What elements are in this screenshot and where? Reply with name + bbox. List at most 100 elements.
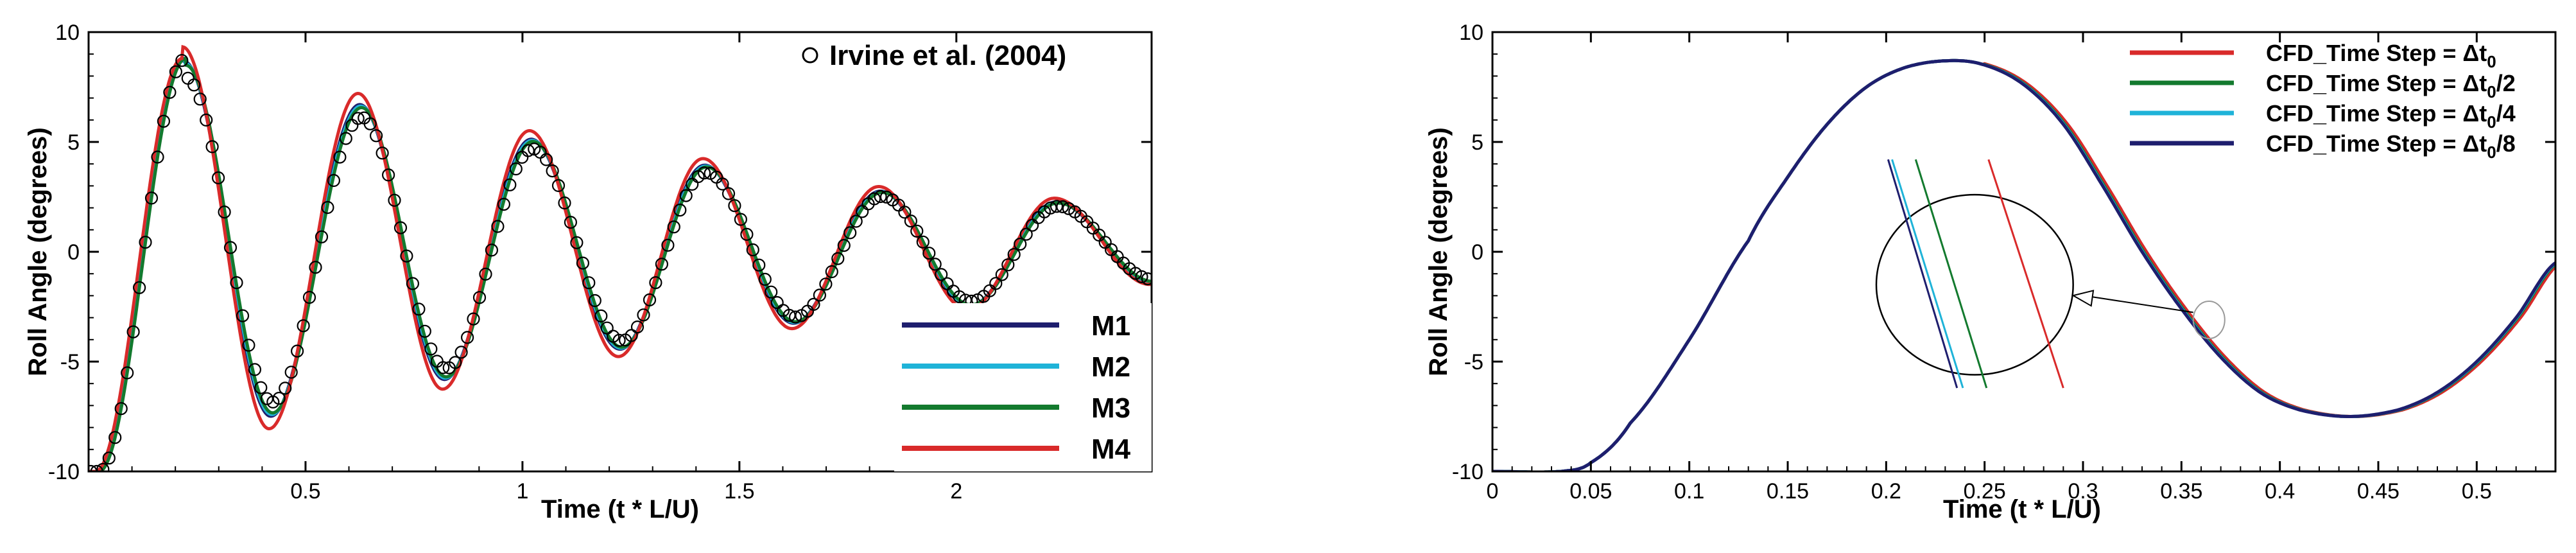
data-marker: [935, 268, 948, 281]
data-marker: [843, 226, 857, 240]
data-marker: [279, 382, 292, 395]
data-marker: [594, 309, 608, 322]
data-marker: [236, 309, 250, 322]
data-marker: [528, 143, 541, 156]
data-marker: [254, 381, 268, 394]
data-marker: [989, 277, 1003, 290]
data-marker: [539, 153, 553, 166]
data-marker: [437, 361, 450, 374]
data-marker: [655, 258, 669, 271]
right-x-axis-label: Time (t * L/U): [1943, 495, 2101, 523]
data-marker: [412, 303, 426, 316]
legend-label-m4: M4: [1091, 434, 1131, 465]
data-marker: [89, 464, 98, 471]
series-line-dt0-div8: [1492, 58, 2555, 471]
data-marker: [874, 189, 887, 204]
x-tick-label: 2: [950, 479, 962, 504]
data-marker: [788, 310, 802, 324]
data-marker: [393, 221, 408, 234]
data-marker: [928, 258, 942, 271]
left-x-axis-label: Time (t * L/U): [541, 495, 699, 523]
data-marker: [449, 356, 462, 369]
data-marker: [600, 321, 614, 335]
zoom-inset: [1875, 159, 2226, 389]
x-tick-label: 1.5: [724, 479, 754, 504]
x-tick-label: 1: [516, 479, 528, 504]
x-tick-label: 0.1: [1674, 479, 1704, 504]
data-marker: [765, 285, 778, 299]
data-marker: [576, 256, 590, 270]
x-tick-label: 0: [1487, 479, 1499, 504]
y-tick-label: 0: [1471, 240, 1483, 265]
data-marker: [114, 402, 128, 416]
data-marker: [697, 166, 711, 180]
data-marker: [479, 267, 492, 281]
data-marker: [661, 238, 675, 252]
data-marker: [1050, 200, 1064, 213]
data-marker: [546, 164, 559, 178]
data-marker: [369, 129, 383, 143]
data-marker: [212, 171, 225, 184]
data-marker: [333, 150, 347, 164]
data-marker: [126, 325, 140, 338]
data-marker: [1014, 238, 1027, 251]
data-marker: [424, 342, 438, 356]
data-marker: [649, 276, 662, 290]
data-marker: [175, 54, 189, 67]
data-marker: [503, 178, 517, 191]
data-marker: [242, 338, 255, 352]
data-marker: [509, 162, 523, 176]
data-marker: [564, 216, 578, 229]
data-marker: [272, 391, 286, 405]
data-marker: [849, 215, 863, 228]
y-tick-label: 5: [67, 130, 80, 155]
data-marker: [746, 243, 759, 257]
data-marker: [551, 179, 566, 192]
y-tick-label: -5: [60, 350, 80, 374]
data-marker: [637, 308, 650, 322]
data-marker: [472, 291, 487, 304]
y-tick-label: -10: [48, 460, 80, 484]
x-tick-label: 0.15: [1767, 479, 1809, 504]
data-marker: [643, 293, 657, 306]
data-marker: [284, 365, 298, 379]
data-marker: [157, 114, 170, 128]
data-marker: [807, 297, 820, 311]
data-marker: [588, 294, 601, 308]
data-marker: [612, 333, 626, 347]
data-marker: [679, 189, 693, 202]
x-tick-label: 0.4: [2265, 479, 2295, 504]
data-marker: [491, 220, 505, 233]
zoom-segment: [1891, 159, 1964, 389]
x-tick-label: 0.05: [1569, 479, 1612, 504]
x-tick-label: 0.25: [1964, 479, 2006, 504]
data-marker: [230, 276, 243, 290]
zoom-focus-circle: [2192, 300, 2226, 340]
right-series-group: [1492, 58, 2555, 471]
data-marker: [867, 192, 881, 206]
data-marker: [1062, 202, 1076, 215]
right-axis-ticks: 0 0.05 0.1 0.15 0.2 0.25 0.3 0.35 0.4 0.45 0.5 -10 -…: [1452, 21, 2555, 504]
data-marker: [309, 261, 322, 274]
x-tick-label: 0.2: [1871, 479, 1901, 504]
data-marker: [819, 277, 833, 291]
data-marker: [831, 252, 845, 265]
zoom-segment: [1914, 159, 1988, 389]
data-marker: [922, 247, 936, 260]
legend-label-3: CFD_Time Step = Δt0/4: [2266, 100, 2516, 132]
zoom-arrow-line: [2083, 295, 2193, 313]
data-marker: [339, 132, 352, 145]
data-marker: [953, 290, 966, 304]
data-marker: [223, 241, 238, 254]
chart-right: 0 0.05 0.1 0.15 0.2 0.25 0.3 0.35 0.4 0.45 0.5 -10 -…: [1424, 21, 2557, 523]
data-marker: [752, 258, 766, 272]
left-y-axis-label: Roll Angle (degrees): [24, 127, 52, 376]
data-marker: [218, 206, 231, 219]
data-marker: [904, 215, 918, 228]
data-marker: [1128, 267, 1143, 280]
data-marker: [716, 177, 729, 191]
data-marker: [102, 452, 116, 465]
data-marker: [302, 290, 316, 304]
data-marker: [1001, 258, 1015, 272]
